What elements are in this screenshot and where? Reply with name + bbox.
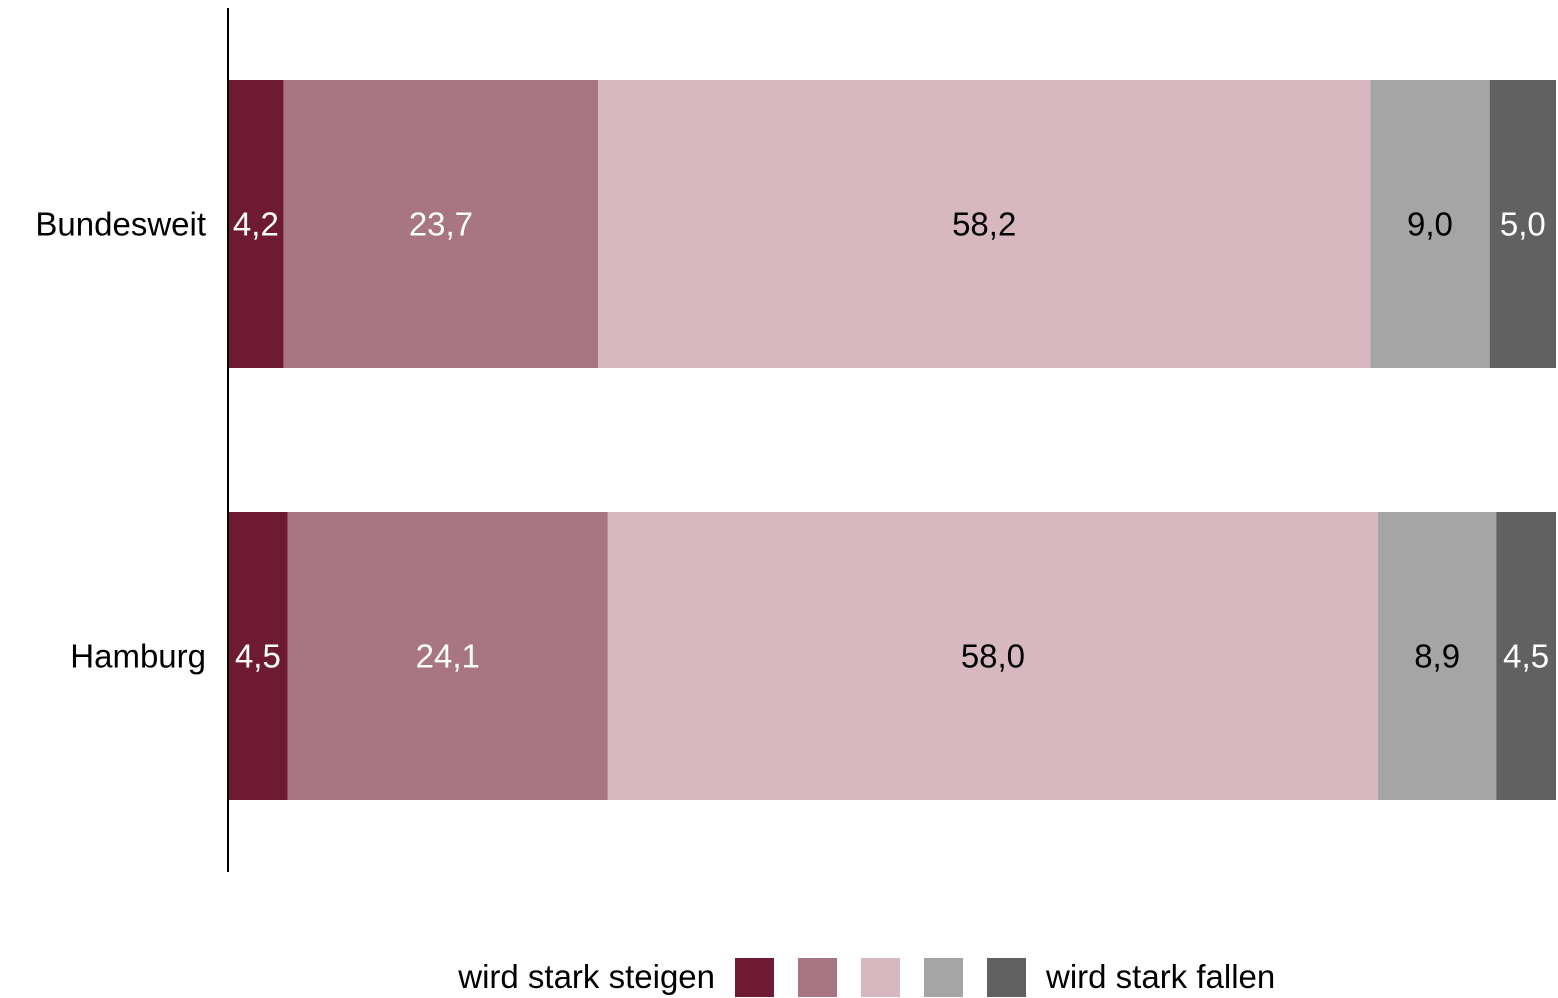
category-labels: Bundesweit Hamburg [35, 206, 206, 675]
data-label-2-3: 58,0 [961, 638, 1025, 675]
legend-swatch-1 [735, 958, 774, 997]
bar-segment-1-3 [598, 80, 1371, 368]
legend-swatch-4 [924, 958, 963, 997]
data-label-2-4: 8,9 [1414, 638, 1460, 675]
bar-segment-2-2 [287, 512, 608, 800]
data-label-2-5: 4,5 [1503, 638, 1549, 675]
legend-swatch-3 [861, 958, 900, 997]
bars-group: 4,2 23,7 58,2 9,0 5,0 4,5 24,1 58,0 8,9 4,5 [228, 80, 1556, 800]
bar-segment-1-1 [228, 80, 284, 368]
legend-swatch-5 [987, 958, 1026, 997]
data-label-1-4: 9,0 [1407, 206, 1453, 243]
bar-segment-1-4 [1370, 80, 1490, 368]
data-label-1-3: 58,2 [952, 206, 1016, 243]
bar-segment-2-1 [228, 512, 288, 800]
legend-swatch-2 [798, 958, 837, 997]
legend-right-label: wird stark fallen [1045, 958, 1275, 995]
data-label-1-2: 23,7 [409, 206, 473, 243]
bar-segment-2-3 [607, 512, 1379, 800]
data-label-1-1: 4,2 [233, 206, 279, 243]
data-label-2-1: 4,5 [235, 638, 281, 675]
data-label-2-2: 24,1 [416, 638, 480, 675]
bar-segment-2-4 [1378, 512, 1497, 800]
category-label-1: Bundesweit [35, 206, 206, 243]
legend-swatches [735, 958, 1026, 997]
legend: wird stark steigen wird stark fallen [457, 958, 1275, 997]
bar-segment-1-2 [283, 80, 599, 368]
category-label-2: Hamburg [70, 638, 206, 675]
bar-segment-2-5 [1496, 512, 1556, 800]
bar-segment-1-5 [1489, 80, 1556, 368]
data-label-1-5: 5,0 [1500, 206, 1546, 243]
legend-left-label: wird stark steigen [457, 958, 715, 995]
